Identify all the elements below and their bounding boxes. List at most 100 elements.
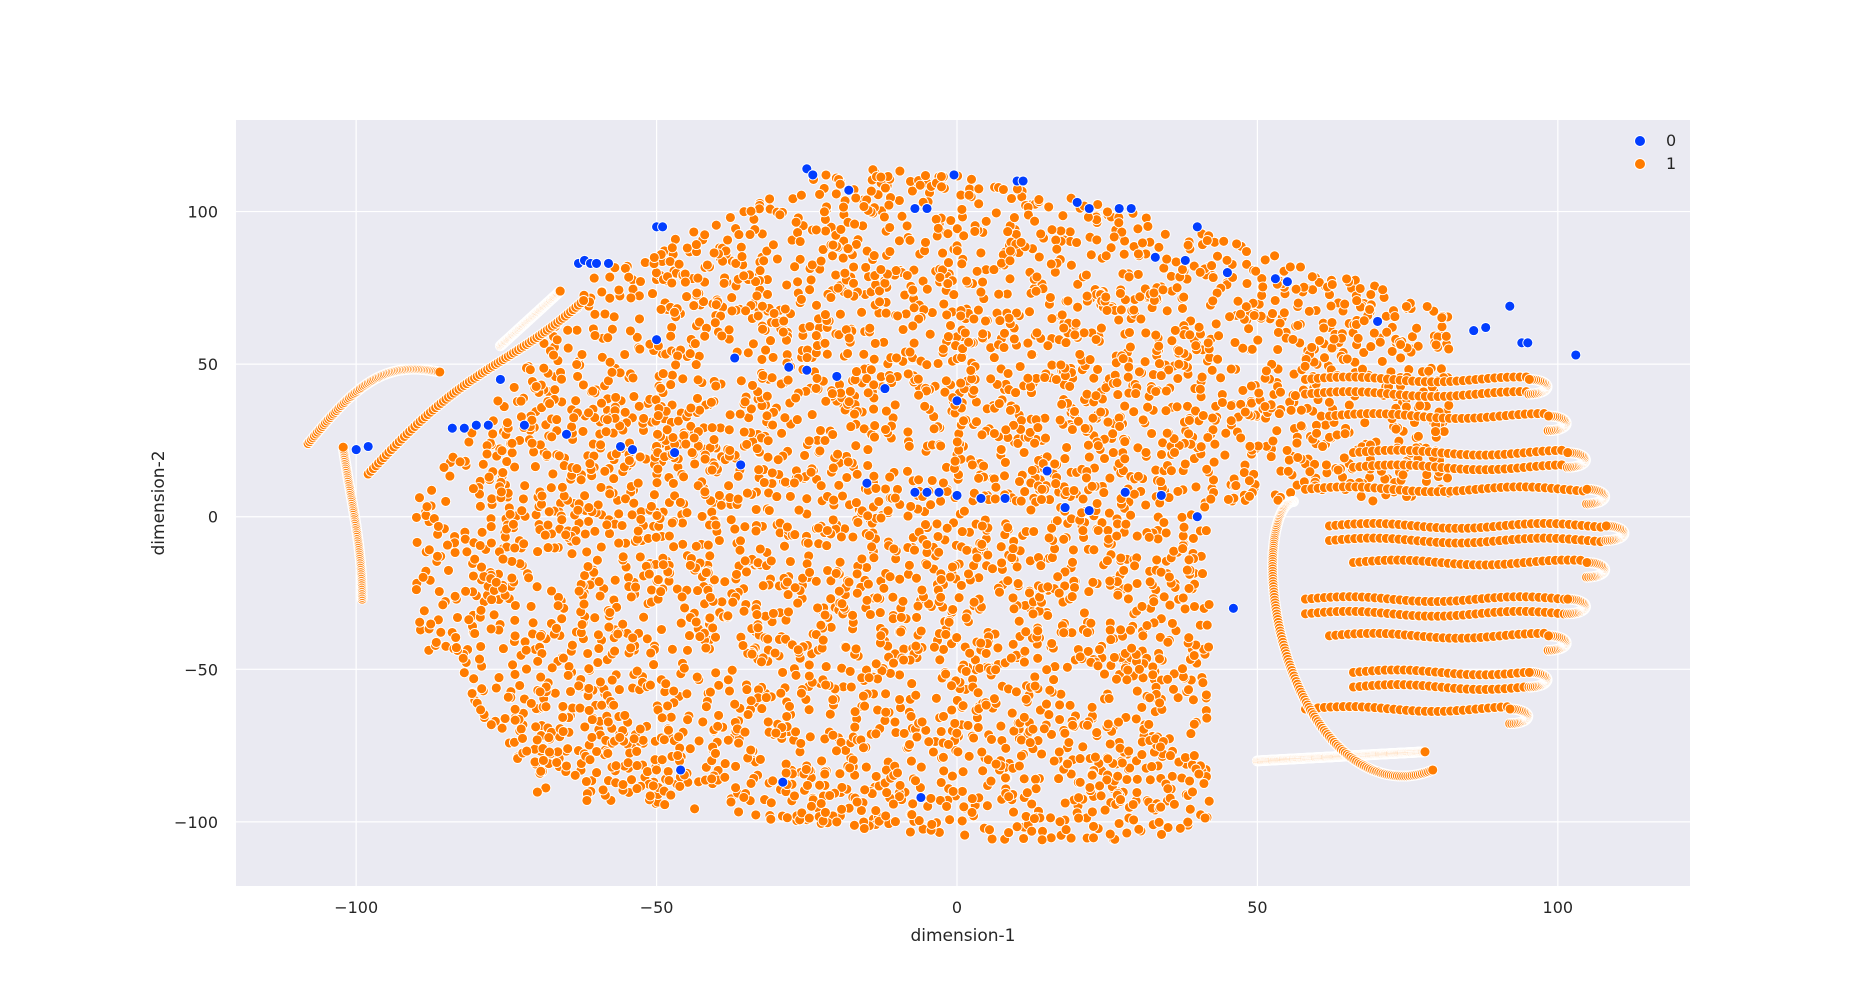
point-class-1 [880, 706, 892, 718]
point-class-1 [1274, 317, 1286, 329]
point-class-1 [1171, 401, 1183, 413]
point-class-1 [1071, 237, 1083, 248]
point-class-1 [591, 746, 603, 757]
point-class-1 [765, 335, 776, 347]
point-class-1 [1085, 249, 1097, 261]
point-class-1 [914, 179, 926, 191]
point-class-1 [1086, 769, 1098, 781]
point-class-1 [1381, 326, 1393, 338]
point-class-1 [1278, 307, 1290, 319]
point-class-1 [747, 379, 758, 391]
point-class-1 [844, 762, 856, 774]
point-class-1 [815, 619, 827, 631]
point-class-1 [1248, 310, 1260, 321]
point-class-1 [740, 305, 752, 317]
point-class-1 [1341, 353, 1353, 365]
point-class-1 [1172, 373, 1184, 384]
point-class-1 [599, 465, 611, 477]
point-class-1 [884, 222, 896, 233]
point-class-1 [1153, 241, 1165, 253]
point-class-1 [940, 668, 952, 680]
point-class-1 [889, 716, 901, 728]
point-class-1 [830, 188, 842, 200]
point-class-1 [977, 276, 989, 288]
point-class-1 [1132, 442, 1144, 454]
point-class-1 [1108, 231, 1120, 243]
point-class-1 [959, 829, 971, 841]
point-class-1 [1074, 753, 1086, 765]
point-class-1 [767, 351, 779, 363]
point-class-1 [568, 412, 580, 424]
point-class-1 [1374, 336, 1386, 348]
point-class-1 [1306, 271, 1318, 283]
point-class-1 [1326, 342, 1338, 354]
point-class-1 [591, 767, 603, 779]
point-class-1 [904, 739, 915, 750]
point-class-1 [580, 776, 592, 787]
point-class-1 [1216, 397, 1228, 408]
point-class-1 [1164, 750, 1176, 762]
point-class-1 [1220, 427, 1232, 439]
point-class-1 [892, 767, 903, 779]
point-class-1 [1104, 828, 1116, 840]
point-class-1 [1085, 617, 1097, 629]
point-class-1 [868, 353, 880, 365]
point-class-1 [939, 386, 951, 398]
point-class-1 [1271, 425, 1283, 437]
point-class-1 [659, 799, 671, 811]
point-class-1 [681, 291, 693, 303]
point-class-1 [684, 559, 696, 571]
point-class-1 [704, 612, 716, 624]
point-class-1 [972, 687, 984, 699]
point-class-1 [781, 576, 793, 588]
point-class-1 [684, 348, 696, 360]
point-class-1 [1008, 603, 1020, 615]
point-class-1 [1072, 278, 1084, 290]
point-class-1 [831, 745, 842, 757]
point-class-1 [548, 349, 559, 361]
point-class-1 [682, 714, 694, 726]
point-class-1 [866, 541, 878, 553]
point-class-1 [704, 686, 716, 698]
point-class-1 [589, 330, 601, 341]
point-class-1 [813, 522, 824, 534]
point-class-1 [645, 647, 657, 659]
point-class-1 [1358, 347, 1370, 358]
point-class-1 [1317, 441, 1329, 452]
point-class-1 [562, 669, 574, 681]
point-class-1 [689, 803, 701, 815]
point-class-1 [1137, 414, 1149, 426]
point-class-1 [1131, 773, 1143, 785]
point-class-1 [865, 364, 877, 376]
point-class-1 [452, 612, 463, 623]
point-class-1 [810, 382, 822, 394]
point-class-1 [600, 426, 612, 438]
point-class-1 [889, 816, 901, 828]
point-class-1 [1056, 398, 1068, 410]
point-class-1 [907, 284, 919, 296]
point-class-1 [1257, 281, 1269, 293]
point-class-1 [741, 487, 753, 499]
point-class-1 [783, 606, 794, 618]
point-class-1 [933, 546, 945, 558]
point-class-1 [673, 258, 685, 270]
point-class-1 [674, 496, 686, 508]
point-class-1 [727, 596, 739, 608]
point-class-1 [556, 613, 568, 625]
point-class-1 [577, 425, 589, 437]
point-class-1 [827, 462, 839, 474]
point-class-1 [993, 288, 1005, 300]
point-class-1 [1059, 453, 1071, 465]
point-class-1 [1160, 405, 1172, 417]
point-class-1 [1053, 773, 1065, 785]
point-class-1 [594, 590, 606, 602]
point-class-1 [879, 182, 891, 194]
point-class-1 [845, 681, 857, 693]
point-class-1 [1245, 380, 1257, 392]
point-class-1 [1292, 319, 1304, 331]
point-class-1 [737, 640, 749, 651]
point-class-1 [1213, 330, 1225, 342]
point-class-1 [1171, 282, 1183, 294]
point-class-1 [1011, 561, 1023, 573]
point-class-1 [681, 507, 693, 519]
